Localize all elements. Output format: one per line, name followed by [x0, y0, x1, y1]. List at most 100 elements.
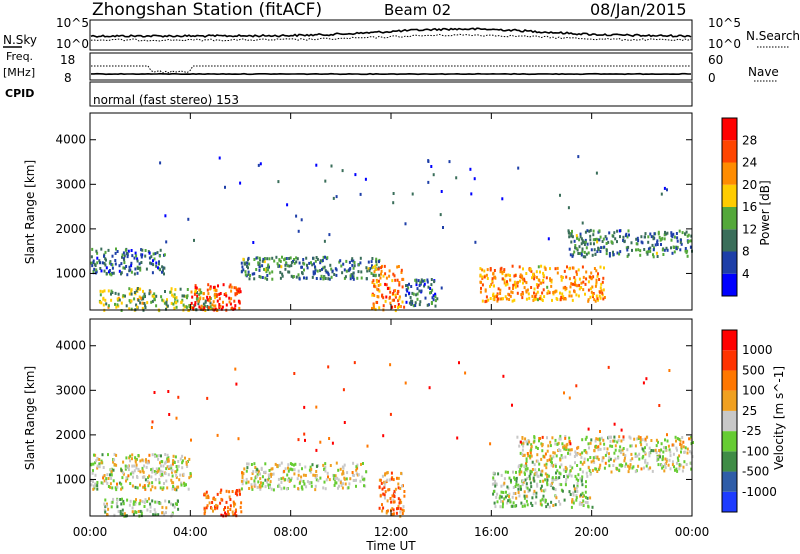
scatter-cell-6 [533, 439, 536, 443]
scatter-cell-6 [593, 298, 596, 302]
scatter-cell-7 [660, 237, 663, 241]
scatter-cell-6 [690, 436, 693, 439]
scatter-cell-6 [583, 457, 586, 461]
scatter-cell-3 [265, 270, 268, 274]
scatter-cell-6 [530, 445, 533, 449]
scatter-sparse-cell [595, 171, 598, 175]
scatter-cell-0 [90, 478, 93, 482]
scatter-cell-6 [646, 461, 649, 465]
scatter-cell-6 [626, 448, 629, 452]
scatter-cell-4 [388, 286, 391, 290]
scatter-cell-6 [598, 278, 601, 281]
scatter-cell-3 [370, 260, 373, 264]
scatter-cell-0 [95, 271, 97, 275]
scatter-cell-5 [571, 499, 574, 503]
scatter-cell-6 [575, 270, 578, 274]
scatter-cell-5 [418, 289, 421, 293]
scatter-cell-6 [547, 289, 550, 293]
scatter-cell-6 [574, 281, 576, 284]
scatter-cell-5 [514, 485, 517, 488]
scatter-cell-6 [514, 274, 517, 277]
scatter-cell-7 [670, 231, 673, 235]
scatter-cell-3 [241, 265, 244, 269]
scatter-cell-2 [230, 289, 233, 293]
scatter-cell-2 [231, 306, 234, 310]
scatter-cell-3 [301, 467, 303, 471]
scatter-cell-5 [500, 490, 503, 494]
scatter-cell-4 [381, 474, 384, 478]
scatter-cell-0 [96, 487, 99, 491]
colorbar-swatch [722, 251, 737, 274]
scatter-cell-5 [518, 494, 521, 498]
scatter-cell-6 [540, 457, 543, 461]
scatter-cell-2 [219, 501, 222, 505]
scatter-cell-6 [570, 448, 573, 452]
scatter-cell-2 [229, 302, 232, 306]
scatter-cell-3 [280, 487, 283, 491]
scatter-cell-5 [584, 485, 587, 489]
scatter-cell-6 [639, 436, 642, 440]
scatter-cell-1 [174, 502, 177, 506]
scatter-cell-6 [564, 470, 567, 473]
scatter-cell-0 [133, 256, 136, 260]
scatter-cell-0 [148, 453, 151, 457]
scatter-cell-6 [562, 295, 565, 299]
scatter-cell-7 [689, 239, 692, 243]
scatter-cell-3 [317, 479, 320, 483]
scatter-cell-3 [259, 275, 262, 279]
scatter-cell-5 [554, 488, 557, 492]
scatter-cell-5 [433, 280, 436, 284]
scatter-cell-6 [483, 269, 486, 273]
scatter-cell-3 [334, 481, 337, 485]
scatter-cell-6 [506, 282, 509, 286]
scatter-cell-6 [553, 451, 556, 455]
scatter-cell-7 [673, 250, 676, 254]
scatter-cell-0 [161, 473, 164, 476]
scatter-cell-4 [396, 292, 399, 295]
scatter-cell-0 [92, 480, 94, 483]
scatter-cell-6 [575, 272, 578, 276]
scatter-sparse-cell [430, 165, 433, 168]
scatter-cell-1 [141, 306, 144, 310]
scatter-cell-5 [536, 474, 539, 478]
scatter-cell-1 [200, 291, 203, 294]
scatter-cell-4 [386, 287, 389, 290]
scatter-cell-1 [211, 303, 214, 307]
scatter-cell-6 [508, 298, 511, 301]
scatter-cell-6 [519, 468, 522, 471]
scatter-cell-3 [280, 477, 283, 481]
scatter-cell-6 [574, 278, 577, 282]
scatter-cell-7 [580, 251, 583, 255]
scatter-cell-5 [494, 479, 497, 483]
scatter-cell-7 [649, 232, 652, 236]
scatter-cell-5 [512, 486, 515, 489]
scatter-cell-3 [374, 274, 377, 278]
scatter-cell-6 [511, 299, 514, 303]
scatter-cell-5 [523, 471, 526, 475]
scatter-cell-3 [268, 271, 271, 275]
scatter-cell-6 [614, 444, 617, 448]
scatter-cell-1 [117, 296, 120, 300]
scatter-cell-6 [624, 454, 627, 458]
scatter-cell-1 [198, 292, 201, 296]
scatter-cell-6 [525, 290, 528, 294]
scatter-cell-7 [567, 230, 570, 234]
scatter-cell-3 [255, 475, 258, 479]
scatter-cell-0 [102, 466, 105, 469]
scatter-cell-3 [309, 470, 312, 474]
scatter-cell-0 [134, 456, 137, 460]
scatter-cell-4 [387, 488, 390, 492]
scatter-cell-6 [665, 446, 667, 450]
scatter-cell-4 [383, 483, 386, 487]
scatter-cell-5 [531, 496, 534, 500]
date-title: 08/Jan/2015 [590, 0, 687, 19]
scatter-cell-4 [399, 507, 402, 511]
scatter-cell-5 [508, 476, 511, 480]
scatter-cell-0 [96, 484, 99, 488]
noise-left-tick-low: 10^0 [56, 37, 89, 51]
scatter-cell-3 [337, 468, 340, 472]
scatter-cell-0 [95, 249, 98, 253]
scatter-cell-6 [525, 464, 528, 468]
scatter-cell-6 [564, 436, 567, 440]
scatter-cell-3 [341, 472, 344, 476]
